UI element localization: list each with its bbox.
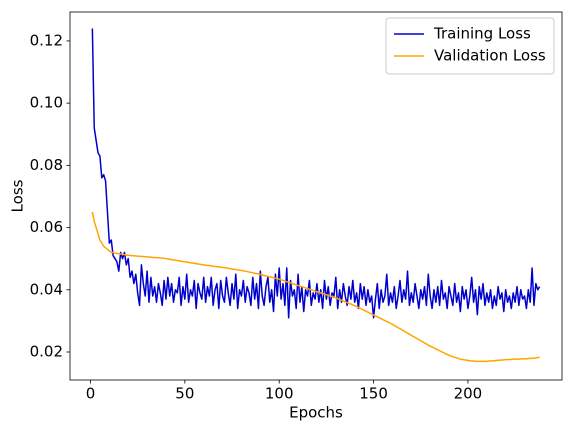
y-tick-label: 0.10	[30, 94, 63, 112]
x-tick-label: 150	[359, 385, 388, 403]
x-tick-label: 200	[454, 385, 483, 403]
legend-label: Validation Loss	[434, 47, 546, 65]
x-tick-label: 50	[175, 385, 194, 403]
plot-frame	[69, 11, 563, 381]
legend-label: Training Loss	[433, 25, 531, 43]
y-tick-label: 0.06	[30, 218, 63, 236]
y-tick-label: 0.04	[30, 280, 63, 298]
y-axis-label: Loss	[9, 179, 27, 212]
y-tick-label: 0.08	[30, 156, 63, 174]
y-tick-label: 0.02	[30, 343, 63, 361]
x-tick-label: 100	[265, 385, 294, 403]
x-axis-label: Epochs	[289, 404, 343, 422]
legend-box	[385, 17, 555, 75]
series-line	[91, 211, 540, 363]
x-tick-label: 0	[86, 385, 96, 403]
y-tick-label: 0.12	[30, 31, 63, 49]
